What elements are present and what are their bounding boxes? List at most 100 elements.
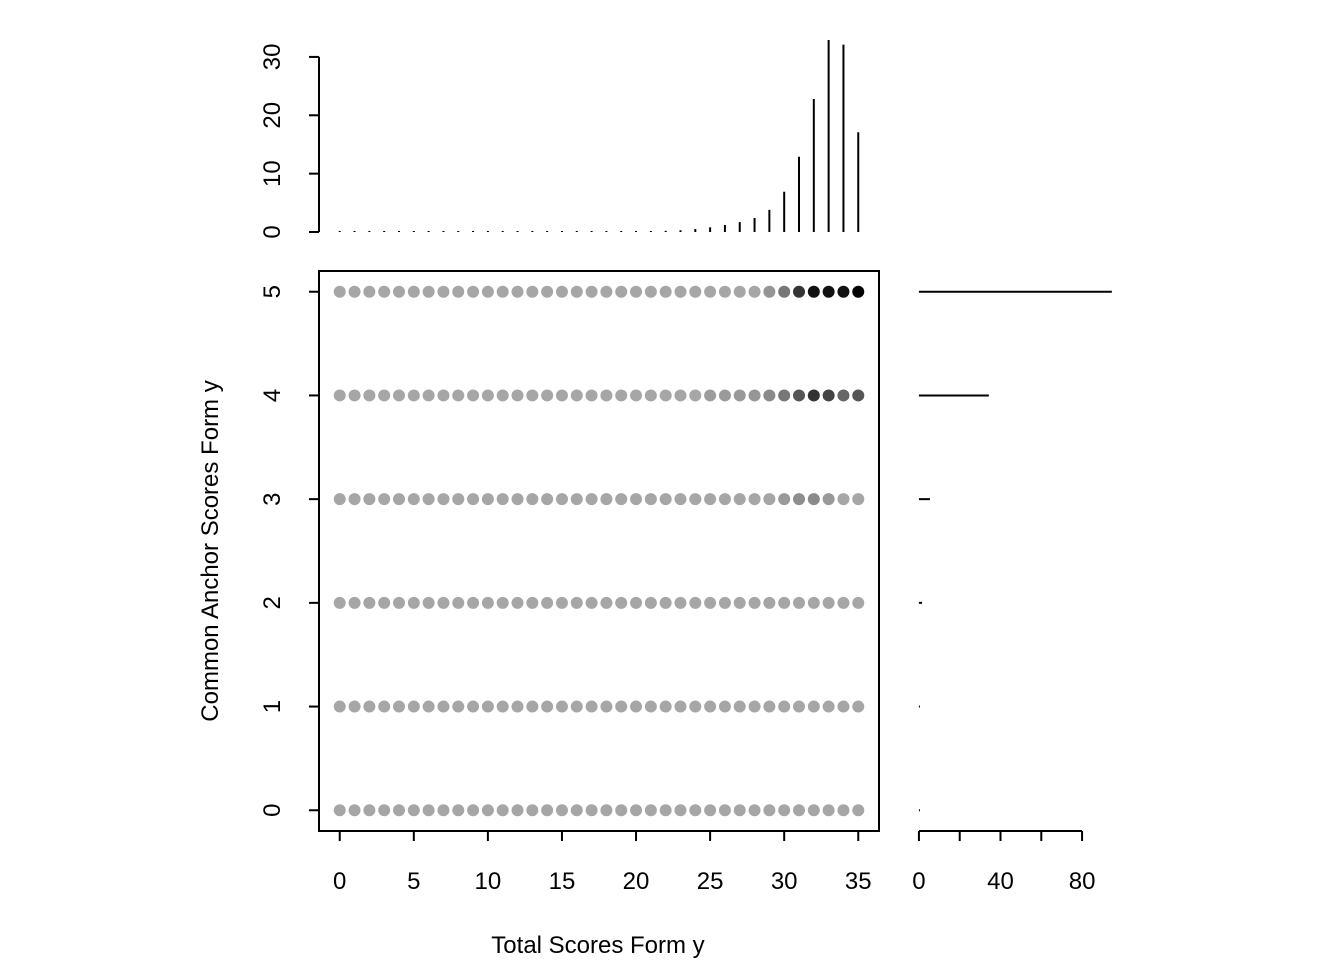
point — [615, 804, 628, 817]
point — [333, 493, 346, 506]
point — [763, 493, 776, 506]
point — [467, 285, 480, 298]
point — [348, 700, 361, 713]
point — [793, 700, 805, 713]
point — [704, 493, 717, 506]
point — [630, 493, 643, 506]
point — [807, 700, 820, 713]
point — [422, 700, 435, 713]
point — [526, 596, 539, 609]
point — [600, 493, 613, 506]
point — [570, 285, 583, 298]
point — [778, 389, 791, 402]
point — [437, 596, 450, 609]
point — [333, 596, 346, 609]
x-tick-label: 35 — [845, 868, 872, 895]
point — [718, 700, 731, 713]
point — [733, 596, 746, 609]
point — [378, 804, 391, 817]
point — [852, 285, 865, 298]
point — [748, 389, 761, 402]
point — [378, 700, 391, 713]
x-tick-label: 0 — [333, 868, 346, 895]
point — [837, 804, 850, 817]
right-x-tick-label: 40 — [987, 868, 1014, 895]
point — [852, 389, 865, 402]
point — [852, 493, 865, 506]
point — [822, 596, 835, 609]
point — [659, 493, 672, 506]
point — [778, 804, 791, 817]
y-tick-label: 2 — [259, 596, 286, 609]
point — [407, 389, 420, 402]
point — [822, 285, 835, 298]
point — [689, 285, 702, 298]
point — [600, 804, 613, 817]
point — [555, 804, 568, 817]
point — [407, 596, 420, 609]
point — [674, 596, 687, 609]
point — [348, 285, 361, 298]
point — [452, 700, 465, 713]
point — [585, 700, 598, 713]
point — [363, 700, 376, 713]
point — [422, 596, 435, 609]
point — [689, 804, 702, 817]
point — [689, 596, 702, 609]
point — [481, 285, 494, 298]
point — [526, 700, 539, 713]
point — [822, 700, 835, 713]
point — [793, 389, 805, 402]
point — [659, 596, 672, 609]
point — [496, 596, 509, 609]
point — [452, 804, 465, 817]
y-tick-label: 3 — [259, 492, 286, 505]
x-axis-title: Total Scores Form y — [491, 932, 704, 959]
point — [363, 389, 376, 402]
point — [526, 285, 539, 298]
x-tick-label: 10 — [475, 868, 502, 895]
point — [778, 596, 791, 609]
point — [555, 493, 568, 506]
point — [407, 804, 420, 817]
point — [541, 596, 554, 609]
point — [496, 389, 509, 402]
point — [378, 285, 391, 298]
point — [615, 596, 628, 609]
point — [496, 285, 509, 298]
point — [407, 700, 420, 713]
point — [674, 285, 687, 298]
point — [467, 493, 480, 506]
point — [600, 700, 613, 713]
point — [822, 804, 835, 817]
point — [585, 596, 598, 609]
point — [674, 493, 687, 506]
point — [333, 700, 346, 713]
point — [807, 804, 820, 817]
point — [674, 804, 687, 817]
point — [778, 700, 791, 713]
point — [630, 389, 643, 402]
point — [348, 804, 361, 817]
point — [704, 389, 717, 402]
point — [807, 596, 820, 609]
point — [422, 804, 435, 817]
point — [570, 389, 583, 402]
point — [452, 596, 465, 609]
point — [689, 700, 702, 713]
point — [467, 389, 480, 402]
point — [333, 285, 346, 298]
point — [541, 700, 554, 713]
point — [570, 596, 583, 609]
point — [600, 285, 613, 298]
point — [555, 700, 568, 713]
x-tick-label: 5 — [407, 868, 420, 895]
point — [852, 700, 865, 713]
point — [630, 804, 643, 817]
point — [807, 389, 820, 402]
point — [422, 285, 435, 298]
point — [718, 493, 731, 506]
point — [511, 596, 524, 609]
point — [481, 596, 494, 609]
